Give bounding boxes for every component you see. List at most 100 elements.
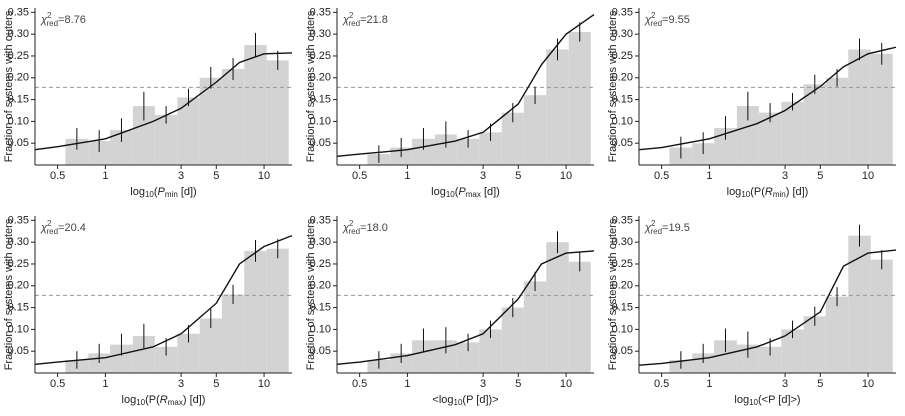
y-tick-label: 0.25 (8, 50, 29, 62)
y-axis-label: Fraction of systems with outers (607, 218, 619, 370)
bar (523, 281, 547, 373)
y-tick-label: 0.30 (8, 28, 29, 40)
bar (803, 84, 826, 165)
annotation-sub: red (348, 227, 360, 236)
fit-curve (638, 46, 897, 151)
annotation: χ2 red=21.8 (342, 11, 388, 28)
x-tick-label: 10 (862, 170, 874, 182)
panel: 0.050.100.150.200.250.300.350.5 1 3 5 10log1… (3, 6, 293, 199)
bar (870, 259, 893, 373)
y-tick-label: 0.10 (310, 115, 331, 127)
x-tick-label: 3 (178, 170, 184, 182)
x-label-part: min (165, 190, 178, 199)
x-tick-label: 0.5 (352, 378, 367, 390)
bar (456, 342, 480, 373)
bar (758, 346, 782, 373)
x-label-part: 10 (446, 190, 455, 199)
y-tick-label: 0.25 (612, 258, 633, 270)
y-tick-label: 0.30 (310, 236, 331, 248)
x-tick-label: 5 (213, 170, 219, 182)
y-tick-label: 0.15 (8, 301, 29, 313)
x-label-part: ) [d]) (786, 186, 809, 198)
x-label-part: (P( (145, 394, 160, 406)
y-tick-label: 0.05 (310, 345, 331, 357)
y-tick-label: 0.15 (8, 93, 29, 105)
annotation-symbol: χ (342, 14, 350, 26)
y-tick-label: 0.35 (310, 6, 331, 18)
bar (132, 335, 155, 373)
x-tick-label: 1 (404, 170, 410, 182)
bar (501, 307, 524, 373)
y-tick-label: 0.15 (310, 93, 331, 105)
x-label-part: log (734, 394, 749, 406)
bar (848, 235, 871, 373)
x-label-part: log (431, 186, 446, 198)
bar (714, 340, 737, 373)
y-tick-label: 0.20 (310, 72, 331, 84)
annotation-symbol: χ (342, 222, 350, 234)
x-tick-label: 5 (213, 378, 219, 390)
bar (714, 127, 737, 165)
bar (154, 114, 178, 165)
x-label-part: [d]) (481, 186, 500, 198)
bar (758, 112, 782, 165)
x-tick-label: 0.5 (50, 170, 65, 182)
annotation-sub: red (46, 227, 58, 236)
annotation-value: =19.5 (662, 222, 690, 234)
x-label-part: P (458, 186, 466, 198)
y-tick-label: 0.35 (8, 214, 29, 226)
bar (825, 296, 849, 373)
x-label-part: <log (432, 394, 453, 406)
x-label-part: max (168, 398, 183, 407)
bar (479, 132, 502, 165)
bar (501, 112, 524, 165)
y-tick-label: 0.35 (612, 214, 633, 226)
bar (781, 101, 804, 165)
bar (244, 250, 267, 373)
annotation-sup: 2 (47, 11, 52, 20)
annotation: χ2 red=20.4 (40, 219, 86, 236)
bar (412, 340, 435, 373)
y-tick-label: 0.20 (310, 280, 331, 292)
y-tick-label: 0.10 (310, 323, 331, 335)
bar (266, 248, 289, 373)
x-label-part: 10 (145, 190, 154, 199)
annotation-sup: 2 (349, 11, 354, 20)
annotation-sup: 2 (651, 11, 656, 20)
y-tick-label: 0.25 (310, 50, 331, 62)
bar (110, 344, 133, 373)
annotation-value: =20.4 (58, 222, 86, 234)
fit-curve (34, 234, 293, 365)
annotation: χ2 red=18.0 (342, 219, 388, 236)
panel: 0.050.100.150.200.250.300.350.5 1 3 5 10log1… (305, 6, 595, 199)
x-label-part: 10 (136, 398, 145, 407)
bar (110, 130, 133, 165)
x-tick-label: 0.5 (654, 170, 669, 182)
y-tick-label: 0.10 (8, 115, 29, 127)
x-tick-label: 5 (817, 170, 823, 182)
fit-curve (638, 249, 897, 366)
x-label-part: [d]) (178, 186, 197, 198)
x-label-part: max (466, 190, 481, 199)
bar (736, 106, 759, 165)
x-label-part: P (158, 186, 166, 198)
x-label-part: 10 (454, 398, 463, 407)
y-axis-label: Fraction of systems with outers (3, 218, 15, 370)
y-tick-label: 0.35 (8, 6, 29, 18)
y-tick-label: 0.10 (8, 323, 29, 335)
y-tick-label: 0.05 (612, 345, 633, 357)
fit-curve (336, 250, 595, 365)
x-axis-label: log10(Pmax [d]) (431, 186, 500, 199)
x-label-part: ) [d]) (183, 394, 206, 406)
bar (199, 77, 222, 165)
annotation-symbol: χ (40, 14, 48, 26)
y-tick-label: 0.30 (310, 28, 331, 40)
x-label-part: (<P [d]>) (758, 394, 801, 406)
y-tick-label: 0.30 (612, 28, 633, 40)
annotation-sub: red (348, 19, 360, 28)
panel: 0.050.100.150.200.250.300.350.5 1 3 5 10log1… (607, 214, 897, 407)
annotation-sub: red (650, 19, 662, 28)
x-label-part: (P( (750, 186, 765, 198)
x-label-part: min (773, 190, 786, 199)
